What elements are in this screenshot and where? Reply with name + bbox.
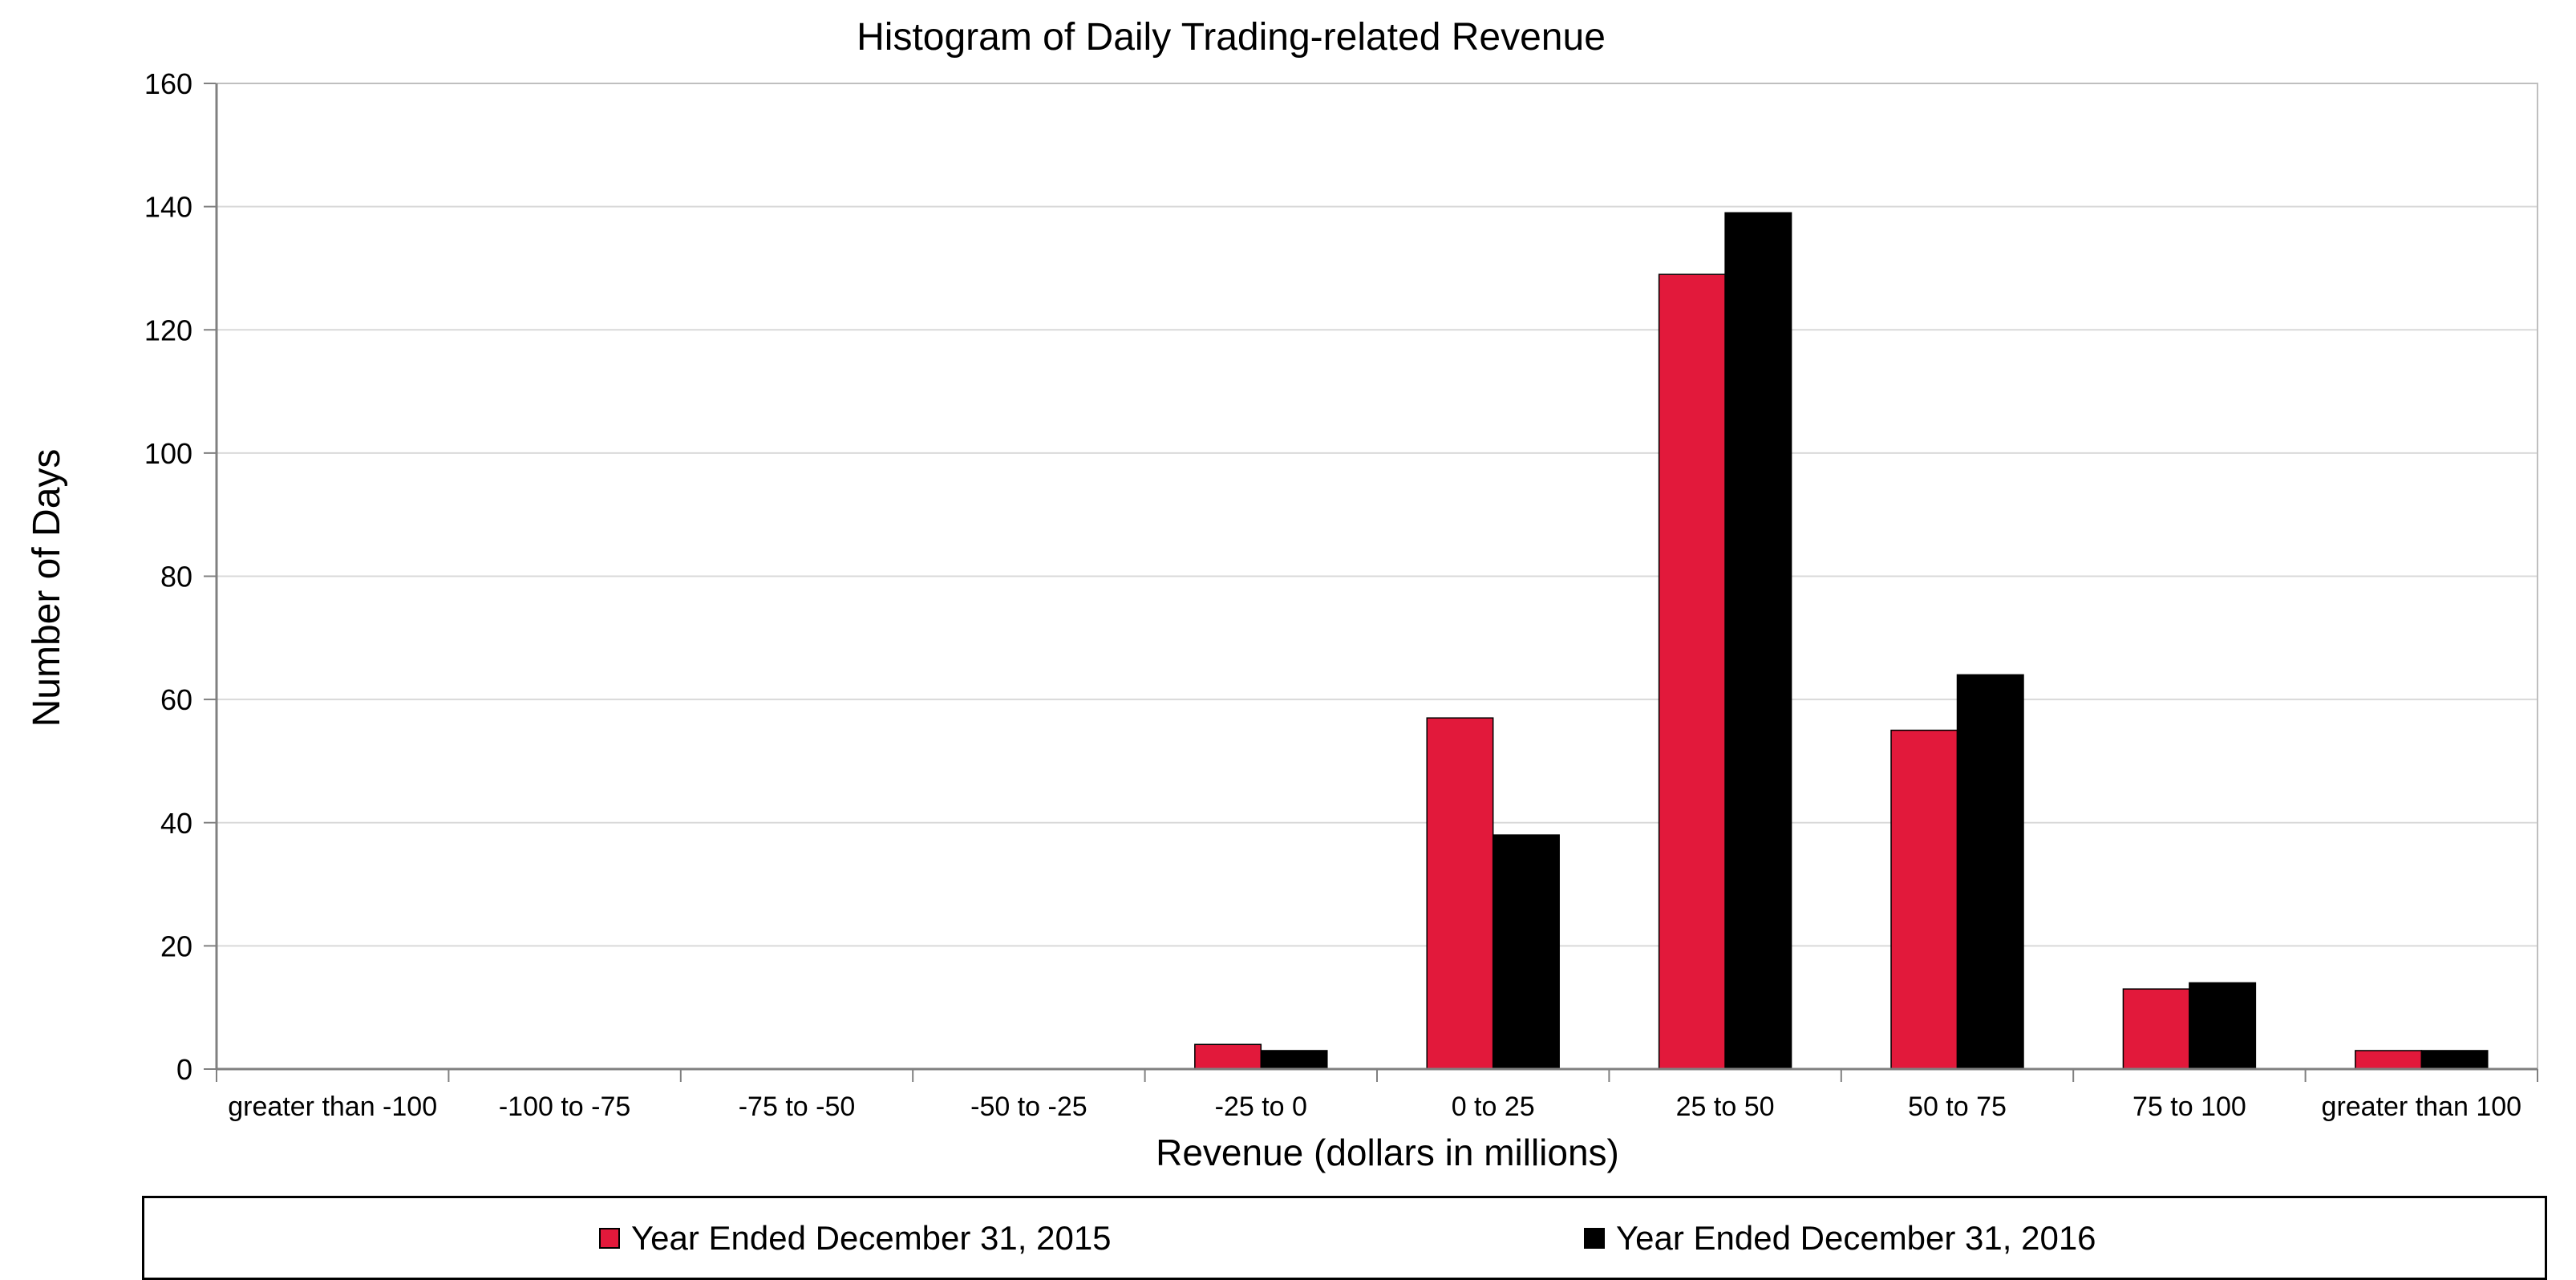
- y-tick-label: 160: [144, 67, 192, 100]
- y-tick-label: 80: [160, 561, 192, 593]
- bar-2016-6: [1724, 212, 1792, 1070]
- y-tick-label: 60: [160, 683, 192, 716]
- bar-2015-5: [1426, 717, 1494, 1070]
- bar-2016-9: [2420, 1050, 2489, 1070]
- bar-2015-9: [2355, 1050, 2423, 1070]
- x-tick-label: 0 to 25: [1452, 1092, 1535, 1122]
- legend-swatch-2016: [1584, 1227, 1605, 1249]
- bar-2015-8: [2122, 988, 2190, 1070]
- legend-item-2015: Year Ended December 31, 2015: [599, 1198, 1112, 1278]
- y-tick-label: 20: [160, 930, 192, 962]
- x-axis-label: Revenue (dollars in millions): [1156, 1132, 1619, 1173]
- x-tick-label: -75 to -50: [739, 1092, 856, 1122]
- y-tick-label: 0: [176, 1053, 192, 1086]
- x-tick-label: 75 to 100: [2132, 1092, 2246, 1122]
- y-tick-label: 100: [144, 437, 192, 470]
- bar-2016-4: [1260, 1050, 1328, 1070]
- gridlines: [217, 83, 2538, 947]
- bar-2015-4: [1194, 1043, 1262, 1070]
- x-tick-labels: greater than -100 -100 to -75 -75 to -50 -5…: [228, 1092, 2521, 1122]
- x-tick-label: -100 to -75: [499, 1092, 630, 1122]
- axes: [204, 83, 2538, 1082]
- bar-2015-6: [1658, 273, 1726, 1070]
- legend-label-2015: Year Ended December 31, 2015: [631, 1218, 1112, 1257]
- x-tick-label: 50 to 75: [1908, 1092, 2007, 1122]
- bar-2015-7: [1890, 729, 1958, 1070]
- y-tick-label: 140: [144, 191, 192, 224]
- x-tick-label: -50 to -25: [970, 1092, 1088, 1122]
- legend-swatch-2015: [599, 1227, 620, 1249]
- x-tick-label: greater than -100: [228, 1092, 437, 1122]
- legend: Year Ended December 31, 2015 Year Ended …: [142, 1196, 2547, 1280]
- bar-2016-8: [2189, 982, 2257, 1070]
- y-axis-label: Number of Days: [26, 449, 68, 727]
- bar-2016-7: [1956, 674, 2024, 1070]
- legend-label-2016: Year Ended December 31, 2016: [1616, 1218, 2096, 1257]
- y-tick-labels: 0 20 40 60 80 100 120 140 160: [144, 67, 192, 1086]
- bar-2016-5: [1492, 834, 1560, 1070]
- x-tick-label: -25 to 0: [1215, 1092, 1307, 1122]
- x-tick-label: 25 to 50: [1676, 1092, 1775, 1122]
- x-tick-label: greater than 100: [2322, 1092, 2522, 1122]
- y-tick-label: 120: [144, 314, 192, 346]
- bars: [1194, 212, 2489, 1070]
- y-tick-label: 40: [160, 807, 192, 840]
- chart-title: Histogram of Daily Trading-related Reven…: [857, 16, 1606, 59]
- legend-item-2016: Year Ended December 31, 2016: [1584, 1198, 2096, 1278]
